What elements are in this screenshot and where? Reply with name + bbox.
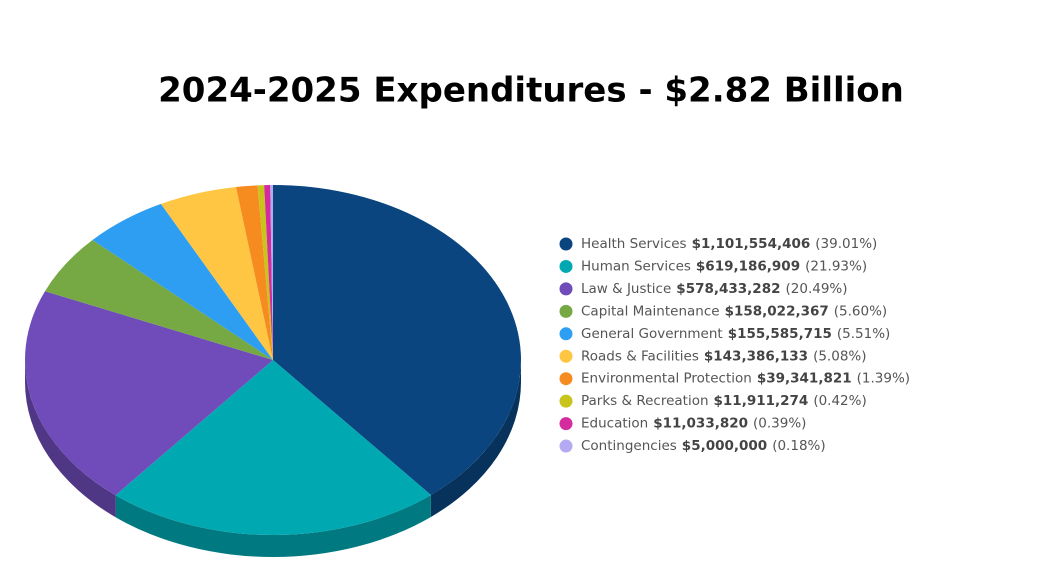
- chart-title: 2024-2025 Expenditures - $2.82 Billion: [158, 71, 904, 111]
- legend-entry: Human Services $619,186,909 (21.93%): [581, 258, 867, 274]
- legend-label: Contingencies: [581, 438, 677, 454]
- legend-label: Education: [581, 416, 648, 432]
- legend-marker: [559, 304, 573, 318]
- pie-sides: [25, 360, 521, 557]
- legend-share: (5.51%): [837, 326, 890, 342]
- legend-share: (20.49%): [786, 281, 848, 297]
- legend-marker: [559, 282, 573, 296]
- legend-marker: [559, 259, 573, 273]
- pie-slice: [160, 186, 273, 360]
- legend-label: Parks & Recreation: [581, 393, 709, 409]
- pie-side: [430, 360, 521, 517]
- legend-label: Human Services: [581, 258, 691, 274]
- legend-entry: General Government $155,585,715 (5.51%): [581, 326, 890, 342]
- pie-side: [115, 494, 431, 557]
- legend-share: (0.42%): [813, 393, 866, 409]
- legend-share: (0.18%): [772, 438, 825, 454]
- legend-share: (39.01%): [815, 236, 877, 252]
- legend-share: (5.60%): [834, 303, 887, 319]
- legend-marker: [559, 439, 573, 453]
- legend-label: Environmental Protection: [581, 371, 752, 387]
- legend-value: $11,911,274: [714, 393, 809, 409]
- pie-slice: [92, 203, 273, 360]
- pie-side: [25, 360, 116, 518]
- legend-value: $11,033,820: [653, 416, 748, 432]
- pie-slice: [273, 185, 521, 495]
- legend-value: $578,433,282: [676, 281, 780, 297]
- legend-value: $155,585,715: [728, 326, 832, 342]
- legend-entry: Capital Maintenance $158,022,367 (5.60%): [581, 303, 887, 319]
- legend-entry: Environmental Protection $39,341,821 (1.39…: [581, 371, 910, 387]
- legend-value: $39,341,821: [757, 371, 852, 387]
- legend-value: $143,386,133: [704, 348, 808, 364]
- legend-share: (5.08%): [813, 348, 866, 364]
- pie-slice: [236, 185, 273, 360]
- legend-share: (0.39%): [753, 416, 806, 432]
- legend-label: Roads & Facilities: [581, 348, 699, 364]
- pie-slice: [257, 185, 273, 360]
- legend-value: $158,022,367: [725, 303, 829, 319]
- pie-slice: [44, 239, 273, 360]
- legend-entry: Parks & Recreation $11,911,274 (0.42%): [581, 393, 867, 409]
- legend-marker: [559, 417, 573, 431]
- legend-marker: [559, 349, 573, 363]
- legend-label: Health Services: [581, 236, 687, 252]
- legend-marker: [559, 372, 573, 386]
- legend-entry: Roads & Facilities $143,386,133 (5.08%): [581, 348, 867, 364]
- legend-value: $619,186,909: [696, 258, 800, 274]
- legend-marker: [559, 237, 573, 251]
- legend-entry: Health Services $1,101,554,406 (39.01%): [581, 236, 877, 252]
- legend-share: (1.39%): [857, 371, 910, 387]
- pie-slice: [24, 291, 273, 496]
- legend-label: Capital Maintenance: [581, 303, 720, 319]
- legend-entry: Education $11,033,820 (0.39%): [581, 416, 806, 432]
- pie-slice: [264, 185, 273, 360]
- legend-entry: Contingencies $5,000,000 (0.18%): [581, 438, 826, 454]
- legend-value: $5,000,000: [682, 438, 767, 454]
- legend-value: $1,101,554,406: [692, 236, 811, 252]
- legend-label: Law & Justice: [581, 281, 671, 297]
- legend-marker: [559, 394, 573, 408]
- pie-slice: [115, 360, 431, 535]
- legend-marker: [559, 327, 573, 341]
- legend-label: General Government: [581, 326, 723, 342]
- legend-share: (21.93%): [805, 258, 867, 274]
- pie-slice: [270, 185, 273, 360]
- legend-entry: Law & Justice $578,433,282 (20.49%): [581, 281, 848, 297]
